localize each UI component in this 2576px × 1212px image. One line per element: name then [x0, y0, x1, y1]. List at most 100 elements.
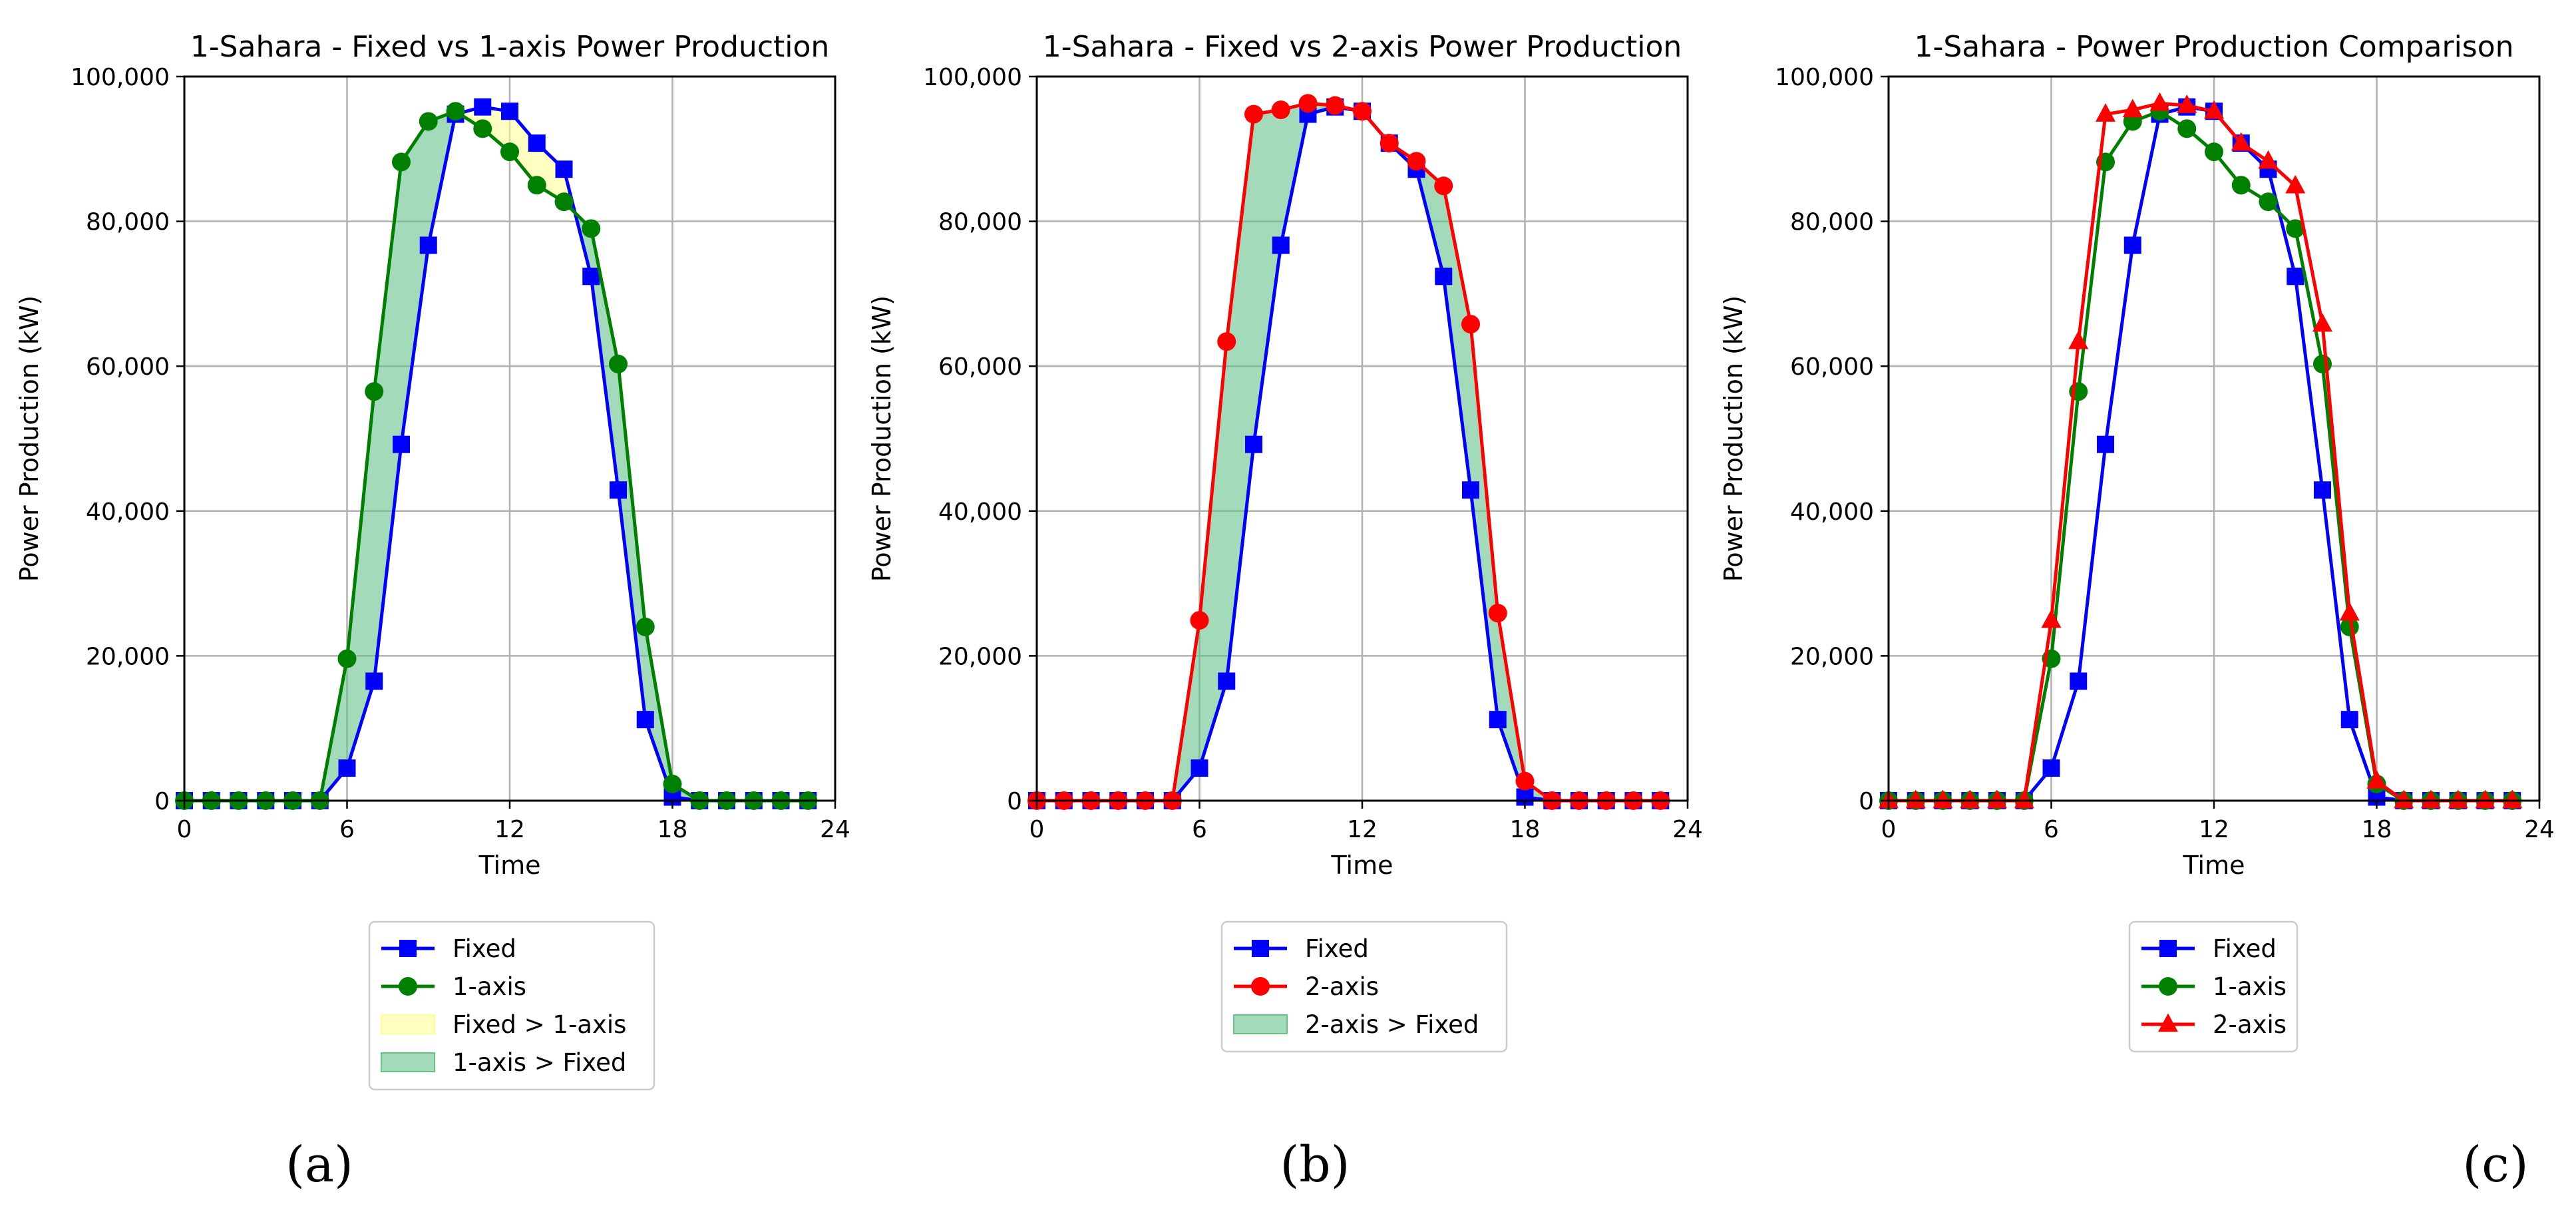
data-point: [1905, 789, 1926, 809]
x-tick-label: 0: [177, 816, 192, 843]
data-point: [474, 98, 492, 116]
legend-frame: [1220, 920, 1508, 1053]
data-point: [2366, 770, 2387, 789]
data-point: [582, 219, 601, 238]
x-axis-label: Time: [478, 851, 541, 880]
legend: Fixed 2-axis 2-axis > Fixed: [1220, 920, 1508, 1053]
grid: [1887, 75, 2541, 802]
y-tick-label: 0: [1007, 788, 1022, 815]
legend-marker: [2158, 1013, 2178, 1032]
data-point: [392, 152, 411, 172]
data-point: [2285, 174, 2306, 194]
data-point: [2070, 672, 2088, 690]
legend-label: 1-axis > Fixed: [453, 1048, 626, 1077]
data-point: [2231, 132, 2251, 151]
legend-marker: [2159, 940, 2177, 957]
data-point: [2068, 330, 2089, 349]
data-point: [1271, 101, 1290, 120]
data-point: [1217, 332, 1236, 351]
data-point: [1380, 134, 1399, 153]
data-point: [582, 268, 600, 286]
data-point: [1191, 759, 1208, 777]
panel-label: (a): [285, 1136, 353, 1193]
data-point: [419, 236, 437, 254]
data-point: [1245, 435, 1262, 453]
legend-label: 2-axis: [2213, 1010, 2287, 1039]
legend-label: Fixed: [2213, 934, 2277, 963]
chart-panel-c: 1-Sahara - Power Production Comparison 0 6…: [1719, 30, 2555, 1193]
data-point: [2096, 103, 2116, 122]
x-tick-label: 12: [494, 816, 525, 843]
data-point: [2149, 92, 2170, 111]
legend-label: 2-axis > Fixed: [1305, 1010, 1479, 1039]
legend-swatch: [1233, 1014, 1288, 1034]
data-point: [2177, 119, 2197, 138]
legend-label: Fixed: [453, 934, 516, 963]
x-tick-label: 6: [1192, 816, 1207, 843]
data-point: [1462, 481, 1479, 499]
fill-region: [1389, 143, 1553, 801]
series-1-axis: [1879, 102, 2522, 810]
data-point: [1435, 268, 1453, 286]
legend-marker: [1251, 977, 1270, 996]
chart-panel-b: 1-Sahara - Fixed vs 2-axis Power Product…: [867, 30, 1703, 1193]
data-point: [1218, 672, 1236, 690]
legend-label: 2-axis: [1305, 972, 1379, 1001]
data-point: [2231, 176, 2251, 195]
series-fixed: [1880, 98, 2521, 809]
data-point: [2475, 789, 2495, 809]
data-point: [2421, 789, 2441, 809]
data-point: [2394, 789, 2414, 809]
x-tick-label: 6: [339, 816, 355, 843]
y-tick-label: 80,000: [1790, 209, 1874, 236]
y-tick-label: 0: [1859, 788, 1874, 815]
x-tick-label: 18: [1510, 816, 1541, 843]
grid: [183, 75, 836, 802]
chart-title: 1-Sahara - Fixed vs 2-axis Power Product…: [1043, 30, 1682, 64]
data-point: [2340, 711, 2358, 729]
y-tick-label: 40,000: [938, 499, 1022, 526]
series-line: [184, 105, 809, 803]
legend-label: Fixed > 1-axis: [453, 1010, 626, 1039]
x-tick-label: 6: [2044, 816, 2059, 843]
data-point: [1353, 102, 1372, 121]
data-point: [2014, 789, 2034, 809]
data-point: [2340, 617, 2359, 636]
data-point: [446, 102, 465, 121]
data-point: [1987, 789, 2007, 809]
data-point: [2287, 268, 2304, 286]
chart-panel-a: 1-Sahara - Fixed vs 1-axis Power Product…: [15, 30, 850, 1193]
legend-label: 1-axis: [453, 972, 526, 1001]
data-point: [1488, 604, 1507, 623]
y-axis-label: Power Production (kW): [1719, 296, 1748, 582]
data-point: [1932, 789, 1953, 809]
data-point: [2097, 435, 2114, 453]
y-tick-label: 20,000: [938, 643, 1022, 670]
x-axis-label: Time: [1331, 851, 1393, 880]
series-1-axis: [175, 102, 818, 810]
legend: Fixed 1-axis 2-axis: [2128, 920, 2299, 1053]
y-tick-label: 100,000: [1775, 64, 1874, 91]
y-tick-label: 60,000: [1790, 353, 1874, 381]
data-point: [2312, 313, 2332, 332]
legend-marker: [399, 977, 417, 996]
series-2-axis: [1027, 94, 1670, 810]
data-point: [365, 382, 384, 401]
chart-title: 1-Sahara - Power Production Comparison: [1914, 30, 2513, 64]
data-point: [555, 160, 573, 178]
data-point: [2123, 236, 2141, 254]
series-line: [1037, 101, 1661, 803]
data-point: [1298, 94, 1318, 113]
data-point: [2314, 481, 2331, 499]
data-point: [1244, 104, 1263, 124]
y-axis-label: Power Production (kW): [867, 296, 896, 582]
data-point: [365, 672, 383, 690]
panel-label: (b): [1280, 1136, 1350, 1193]
series-fixed: [1028, 98, 1670, 809]
data-point: [2448, 789, 2468, 809]
data-point: [2339, 602, 2360, 621]
legend-swatch: [381, 1014, 435, 1034]
x-axis-label: Time: [2183, 851, 2245, 880]
x-tick-label: 18: [2362, 816, 2392, 843]
